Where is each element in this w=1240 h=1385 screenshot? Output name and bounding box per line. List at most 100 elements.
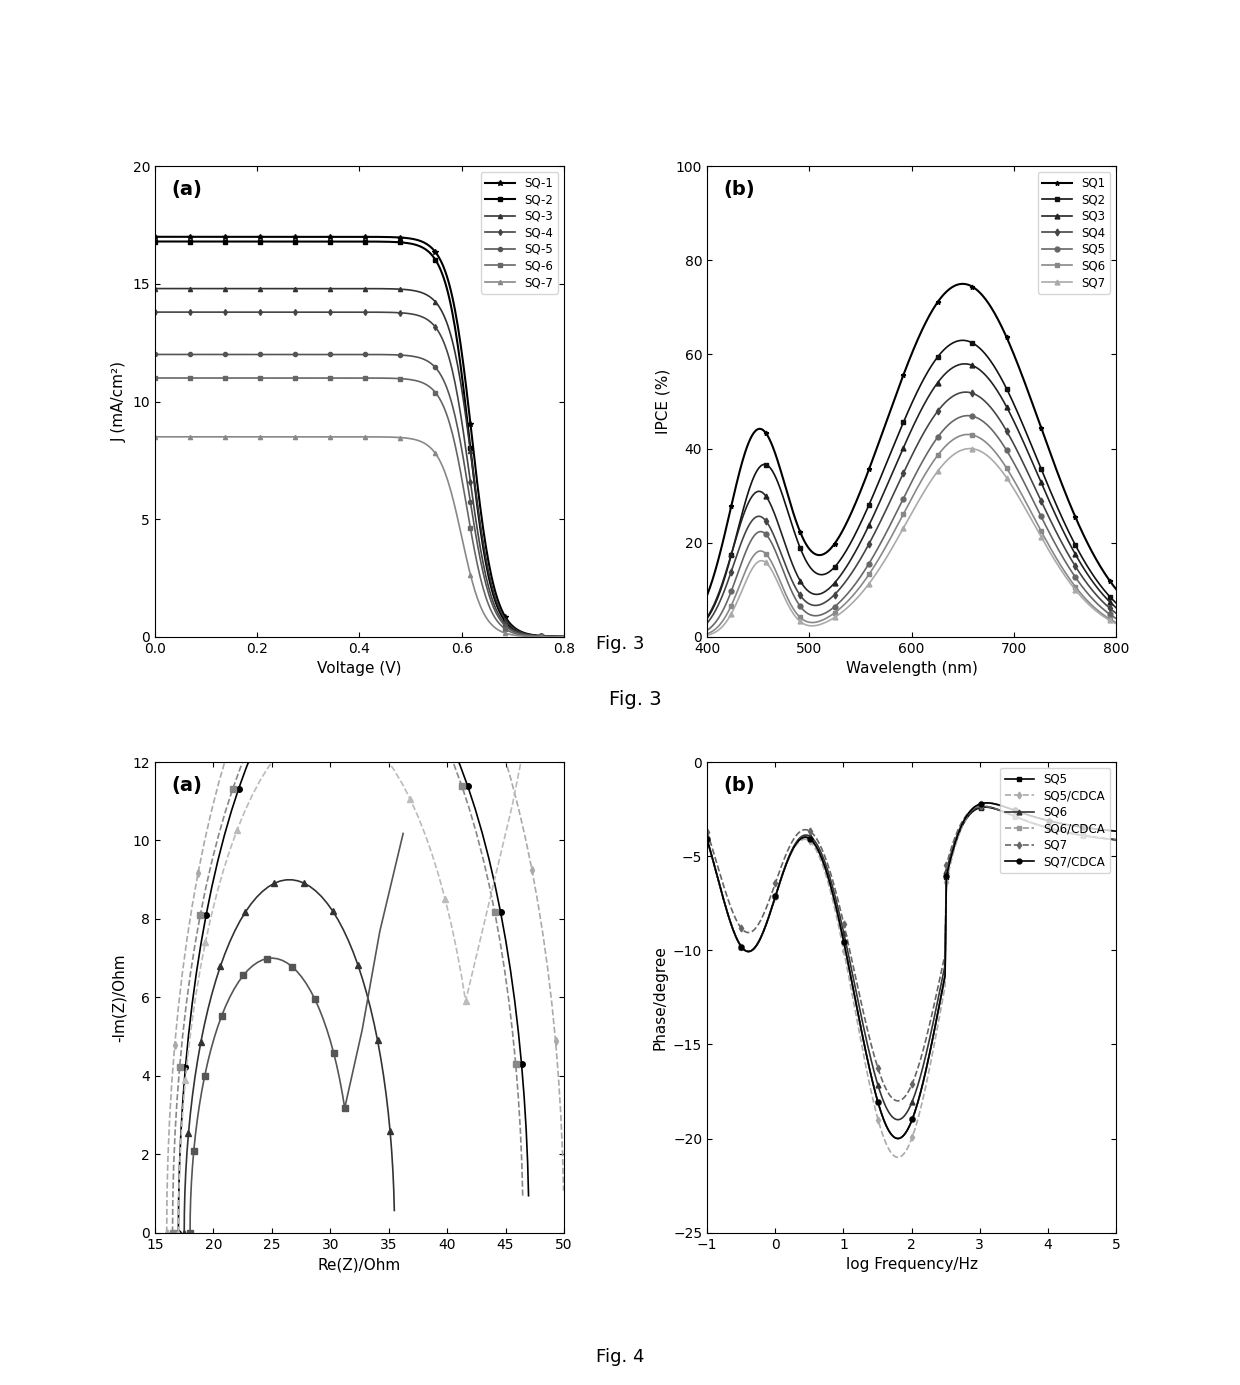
SQ5/CDCA [1073,819,1087,835]
SQ5 [1110,611,1125,627]
SQ6/CDCA [505,1024,520,1040]
SQ-6 [404,371,419,388]
SQ7 [207,1029,222,1046]
SQ7/CDCA [387,762,402,778]
SQ-7 [527,629,542,645]
SQ7/CDCA [403,791,418,807]
SQ6 [238,903,253,920]
SQ5/CDCA [701,835,715,852]
SQ5/CDCA [191,864,206,881]
SQ-6 [396,371,410,388]
Line: SQ7: SQ7 [694,446,1128,638]
SQ2 [1110,596,1125,612]
SQ1 [1110,582,1125,598]
SQ5/CDCA [544,997,559,1014]
SQ7/CDCA [505,796,520,813]
SQ2 [893,420,908,436]
SQ7 [319,1021,334,1037]
SQ7/CDCA [253,771,268,788]
SQ6/CDCA [701,835,715,852]
SQ7 [270,950,285,967]
SQ-4 [148,303,162,320]
SQ6 [945,432,960,449]
SQ-7 [149,428,164,445]
SQ5 [1118,616,1133,633]
SQ1 [945,278,960,295]
SQ5 [944,852,959,868]
SQ7 [227,981,242,997]
SQ7/CDCA [181,1043,196,1060]
Line: SQ5: SQ5 [694,413,1128,637]
SQ7 [1118,619,1133,636]
SQ7 [1047,821,1061,838]
SQ-5 [527,627,542,644]
SQ-3 [397,281,412,298]
SQ3 [945,360,960,377]
SQ2 [945,335,960,352]
SQ-1 [397,230,412,247]
SQ7/CDCA [444,914,459,931]
SQ2 [921,361,936,378]
SQ3 [893,446,908,463]
SQ5 [1042,525,1056,542]
SQ4 [957,384,972,400]
SQ3 [689,620,704,637]
SQ5 [1109,831,1123,848]
SQ7/CDCA [210,885,224,902]
SQ7 [330,1058,345,1075]
Line: SQ7/CDCA: SQ7/CDCA [176,684,538,1235]
SQ6/CDCA [345,636,360,652]
SQ5 [198,907,213,924]
SQ5 [521,1187,536,1204]
SQ6 [892,1111,906,1127]
SQ7 [944,842,959,859]
SQ7 [976,798,991,814]
SQ3 [897,439,911,456]
Line: SQ1: SQ1 [694,281,1128,619]
SQ7/CDCA [288,729,303,745]
SQ5 [217,827,232,843]
SQ7 [215,1007,229,1024]
SQ5 [897,490,911,507]
SQ7/CDCA [351,723,366,740]
SQ-7 [567,629,582,645]
SQ5 [521,1154,536,1170]
SQ6 [387,1183,402,1199]
SQ7/CDCA [699,831,714,848]
SQ7/CDCA [237,803,252,820]
SQ-4 [527,627,542,644]
SQ7/CDCA [449,939,464,956]
SQ7 [203,1042,218,1058]
SQ5/CDCA [1109,823,1123,839]
SQ7/CDCA [425,846,440,863]
SQ1 [893,374,908,391]
SQ7 [337,1100,352,1116]
SQ6/CDCA [944,850,959,867]
Line: SQ6/CDCA: SQ6/CDCA [170,641,526,1235]
SQ7 [945,838,960,855]
SQ5/CDCA [171,1001,186,1018]
SQ5/CDCA [159,1224,174,1241]
SQ6 [699,831,714,848]
SQ7/CDCA [305,717,320,734]
SQ7/CDCA [481,895,496,911]
SQ7 [322,1032,337,1048]
SQ7/CDCA [203,909,218,925]
SQ-3 [148,280,162,296]
SQ-7 [397,429,412,446]
SQ7/CDCA [432,868,446,885]
SQ6/CDCA [699,831,714,848]
SQ7 [1109,831,1123,848]
SQ-2 [404,235,419,252]
SQ-4 [501,619,516,636]
SQ6 [387,1202,402,1219]
SQ7/CDCA [315,715,330,731]
SQ6 [944,846,959,863]
SQ7 [260,950,275,967]
SQ7/CDCA [701,835,715,852]
SQ6/CDCA [980,795,994,812]
SQ7 [1073,827,1087,843]
Y-axis label: Phase/degree: Phase/degree [652,945,667,1050]
SQ6 [1110,615,1125,632]
Line: SQ6/CDCA: SQ6/CDCA [704,801,1118,1141]
